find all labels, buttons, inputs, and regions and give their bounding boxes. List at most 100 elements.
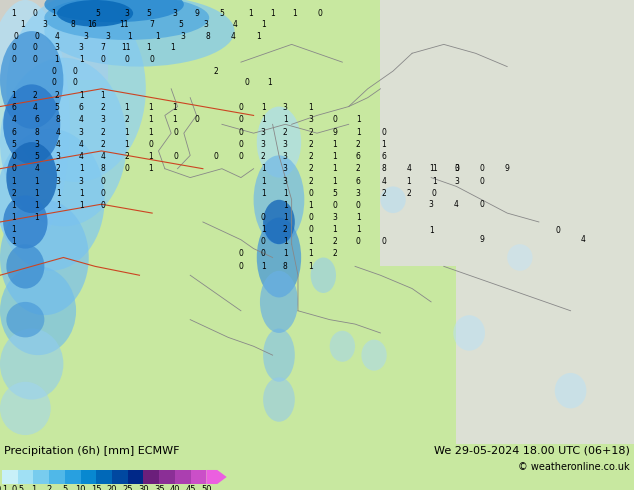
- Text: 2: 2: [308, 176, 313, 186]
- Text: 9: 9: [505, 164, 510, 173]
- Text: 11: 11: [119, 20, 128, 29]
- Text: 5: 5: [34, 152, 39, 161]
- Text: 2: 2: [100, 128, 105, 137]
- Ellipse shape: [0, 382, 51, 435]
- Text: 3: 3: [34, 140, 39, 149]
- Text: © weatheronline.co.uk: © weatheronline.co.uk: [519, 462, 630, 472]
- Text: 1: 1: [332, 152, 337, 161]
- Text: We 29-05-2024 18.00 UTC (06+18): We 29-05-2024 18.00 UTC (06+18): [434, 446, 630, 456]
- Text: 3: 3: [283, 103, 288, 112]
- Text: 2: 2: [100, 140, 105, 149]
- Text: 2: 2: [32, 91, 37, 100]
- Text: 0: 0: [381, 128, 386, 137]
- Text: 0: 0: [32, 9, 37, 18]
- Text: 1: 1: [261, 225, 266, 234]
- Text: 0: 0: [479, 164, 484, 173]
- Text: 1: 1: [292, 9, 297, 18]
- Text: 0: 0: [100, 200, 105, 210]
- Text: 35: 35: [154, 485, 164, 490]
- Text: 3: 3: [172, 9, 177, 18]
- Text: 3: 3: [42, 20, 47, 29]
- Text: 0: 0: [34, 32, 39, 41]
- Text: 1: 1: [124, 128, 129, 137]
- Text: 0: 0: [356, 200, 361, 210]
- Ellipse shape: [44, 0, 235, 67]
- Ellipse shape: [6, 142, 57, 213]
- Text: 0: 0: [72, 67, 77, 75]
- Text: 5: 5: [96, 9, 101, 18]
- Text: 5: 5: [55, 103, 60, 112]
- Text: 1: 1: [283, 189, 288, 197]
- Ellipse shape: [0, 129, 105, 271]
- Text: 0: 0: [32, 55, 37, 64]
- Text: 2: 2: [308, 164, 313, 173]
- Text: 5: 5: [178, 20, 183, 29]
- Text: 1: 1: [11, 200, 16, 210]
- Text: 1: 1: [267, 77, 272, 87]
- Text: 0: 0: [479, 176, 484, 186]
- Text: 4: 4: [454, 200, 459, 209]
- Ellipse shape: [507, 244, 533, 271]
- Text: 5: 5: [332, 189, 337, 197]
- Text: 4: 4: [79, 152, 84, 161]
- Text: 2: 2: [124, 115, 129, 124]
- Text: 3: 3: [55, 44, 60, 52]
- Text: 9: 9: [194, 9, 199, 18]
- Text: 0: 0: [100, 55, 105, 64]
- Ellipse shape: [555, 373, 586, 409]
- Text: 4: 4: [34, 164, 39, 173]
- Text: 1: 1: [56, 200, 61, 210]
- Text: 6: 6: [356, 152, 361, 161]
- Ellipse shape: [57, 0, 133, 26]
- Text: 2: 2: [11, 189, 16, 197]
- Text: 1: 1: [248, 9, 253, 18]
- Bar: [2, 470, 18, 484]
- FancyArrow shape: [206, 470, 227, 484]
- Text: 1: 1: [11, 213, 16, 222]
- Text: 1: 1: [308, 238, 313, 246]
- Text: 2: 2: [308, 152, 313, 161]
- Text: 0: 0: [32, 44, 37, 52]
- Text: 1: 1: [34, 189, 39, 197]
- Text: 1: 1: [79, 55, 84, 64]
- Text: 0: 0: [213, 152, 218, 161]
- Text: 1: 1: [11, 91, 16, 100]
- Text: 6: 6: [381, 152, 386, 161]
- Text: 2: 2: [56, 164, 61, 173]
- Text: 7: 7: [100, 44, 105, 52]
- Text: 0: 0: [150, 55, 155, 64]
- Text: 1: 1: [127, 32, 133, 41]
- Ellipse shape: [263, 377, 295, 422]
- Ellipse shape: [380, 187, 406, 213]
- Text: 0: 0: [238, 115, 243, 124]
- Text: 7: 7: [150, 20, 155, 29]
- Text: 40: 40: [170, 485, 180, 490]
- Ellipse shape: [44, 0, 209, 40]
- Text: 1: 1: [56, 189, 61, 197]
- Bar: [127, 470, 143, 484]
- Text: 1: 1: [261, 262, 266, 271]
- Text: 1: 1: [308, 262, 313, 271]
- Text: 1: 1: [79, 200, 84, 210]
- Text: 0: 0: [238, 140, 243, 149]
- Text: 16: 16: [87, 20, 97, 29]
- Text: 4: 4: [100, 152, 105, 161]
- Text: 0: 0: [238, 128, 243, 137]
- Text: 1: 1: [170, 44, 175, 52]
- Bar: [65, 470, 81, 484]
- Text: 1: 1: [146, 44, 152, 52]
- Text: 4: 4: [79, 140, 84, 149]
- Ellipse shape: [257, 218, 301, 297]
- Text: 3: 3: [56, 152, 61, 161]
- Text: 1: 1: [79, 91, 84, 100]
- Text: 0: 0: [381, 238, 386, 246]
- Text: 4: 4: [56, 140, 61, 149]
- Text: 1: 1: [283, 200, 288, 210]
- Text: 2: 2: [213, 67, 218, 75]
- Text: 0: 0: [148, 140, 153, 149]
- Text: 2: 2: [356, 164, 361, 173]
- Text: 45: 45: [185, 485, 196, 490]
- Text: 0: 0: [174, 152, 179, 161]
- Text: 5: 5: [219, 9, 224, 18]
- Text: 3: 3: [79, 128, 84, 137]
